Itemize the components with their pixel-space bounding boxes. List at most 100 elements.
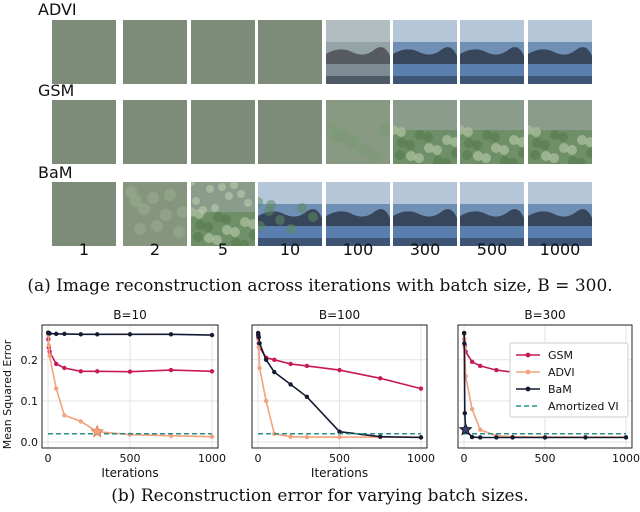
data-point-advi: [209, 434, 215, 439]
data-point-bam: [462, 411, 468, 416]
data-point-bam: [304, 394, 310, 399]
data-point-gsm: [209, 369, 215, 374]
data-point-bam: [272, 369, 277, 375]
data-point-bam: [95, 332, 100, 337]
iteration-label-500: 500: [476, 240, 508, 259]
data-point-bam: [378, 434, 383, 439]
thumbnail-advi-10: [258, 20, 322, 84]
data-point-bam: [478, 435, 483, 440]
chart-title: B=300: [524, 308, 565, 322]
data-point-advi: [168, 433, 174, 439]
x-tick-label: 500: [329, 452, 350, 465]
plot-frame: [251, 324, 428, 449]
data-point-gsm: [272, 357, 277, 362]
row-label-bam: BaM: [38, 163, 73, 182]
thumbnail-advi-5: [191, 20, 255, 84]
data-point-gsm: [469, 359, 475, 365]
caption-a: (a) Image reconstruction across iteratio…: [27, 276, 613, 296]
data-point-gsm: [127, 369, 133, 374]
data-point-gsm: [168, 367, 174, 373]
data-point-bam: [623, 435, 629, 440]
data-point-advi: [62, 413, 67, 418]
thumbnail-advi-100: [326, 20, 390, 84]
data-point-advi: [288, 434, 293, 439]
legend-entry-advi: ADVI: [548, 366, 575, 379]
data-point-bam: [168, 332, 174, 337]
thumbnail-bam-500: [460, 182, 524, 246]
data-point-bam: [494, 435, 499, 440]
thumbnail-advi-2: [123, 20, 187, 84]
x-tick-label: 1000: [198, 452, 226, 465]
data-point-bam: [583, 435, 588, 440]
data-point-bam: [257, 341, 262, 346]
thumbnail-bam-1: [52, 182, 116, 246]
iteration-label-1000: 1000: [539, 240, 581, 259]
x-tick-label: 0: [45, 452, 52, 465]
data-point-bam: [418, 435, 424, 440]
thumbnail-bam-1000: [528, 182, 592, 246]
data-point-bam: [337, 429, 342, 434]
x-axis-label: Iterations: [101, 466, 158, 480]
tile-row-bam: [52, 182, 612, 246]
x-tick-label: 500: [535, 452, 556, 465]
thumbnail-gsm-1000: [528, 100, 592, 164]
y-tick-label: 0.0: [21, 436, 39, 449]
data-point-gsm: [418, 386, 424, 391]
chart-title: B=100: [319, 308, 360, 322]
data-point-bam: [209, 332, 215, 338]
data-point-advi: [478, 427, 483, 432]
x-tick-label: 0: [461, 452, 468, 465]
thumbnail-gsm-2: [123, 100, 187, 164]
y-tick-label: 0.2: [21, 354, 39, 367]
x-axis-label: Iterations: [311, 466, 368, 480]
caption-b: (b) Reconstruction error for varying bat…: [111, 486, 529, 506]
iteration-label-2: 2: [149, 240, 161, 259]
legend-entry-amortized-vi: Amortized VI: [548, 400, 619, 413]
thumbnail-bam-10: [258, 182, 322, 246]
data-point-bam: [542, 435, 548, 440]
legend-box: [509, 342, 629, 418]
x-tick-label: 0: [255, 452, 262, 465]
x-tick-label: 1000: [407, 452, 435, 465]
data-point-gsm: [54, 361, 59, 367]
data-point-bam: [54, 331, 59, 337]
iteration-label-10: 10: [279, 240, 301, 259]
thumbnail-advi-300: [393, 20, 457, 84]
thumbnail-gsm-5: [191, 100, 255, 164]
thumbnail-gsm-300: [393, 100, 457, 164]
data-point-advi: [54, 386, 59, 391]
data-point-gsm: [62, 365, 67, 371]
data-point-bam: [469, 434, 475, 440]
iteration-label-300: 300: [409, 240, 441, 259]
x-tick-label: 1000: [612, 452, 640, 465]
data-point-advi: [304, 434, 310, 440]
chart-title: B=10: [113, 308, 147, 322]
data-point-bam: [510, 435, 515, 440]
thumbnail-gsm-100: [326, 100, 390, 164]
data-point-bam: [288, 382, 293, 387]
legend-entry-bam: BaM: [548, 383, 572, 396]
iteration-label-1: 1: [78, 240, 90, 259]
x-tick-label: 500: [120, 452, 141, 465]
iteration-label-100: 100: [342, 240, 374, 259]
legend-entry-gsm: GSM: [548, 349, 573, 362]
row-label-gsm: GSM: [38, 81, 75, 100]
data-point-gsm: [78, 369, 84, 374]
tile-row-gsm: [52, 100, 612, 164]
thumbnail-bam-100: [326, 182, 390, 246]
star-marker: [458, 422, 473, 436]
legend-marker: [525, 386, 531, 392]
star-marker: [90, 424, 105, 438]
data-point-bam: [461, 330, 467, 336]
y-axis-label: Mean Squared Error: [1, 339, 14, 449]
data-point-advi: [257, 365, 262, 371]
data-point-advi: [337, 434, 342, 440]
data-point-bam: [263, 357, 269, 362]
thumbnail-gsm-10: [258, 100, 322, 164]
thumbnail-bam-300: [393, 182, 457, 246]
data-point-gsm: [494, 367, 499, 373]
data-point-advi: [256, 345, 262, 350]
thumbnail-advi-1: [52, 20, 116, 84]
thumbnail-advi-500: [460, 20, 524, 84]
